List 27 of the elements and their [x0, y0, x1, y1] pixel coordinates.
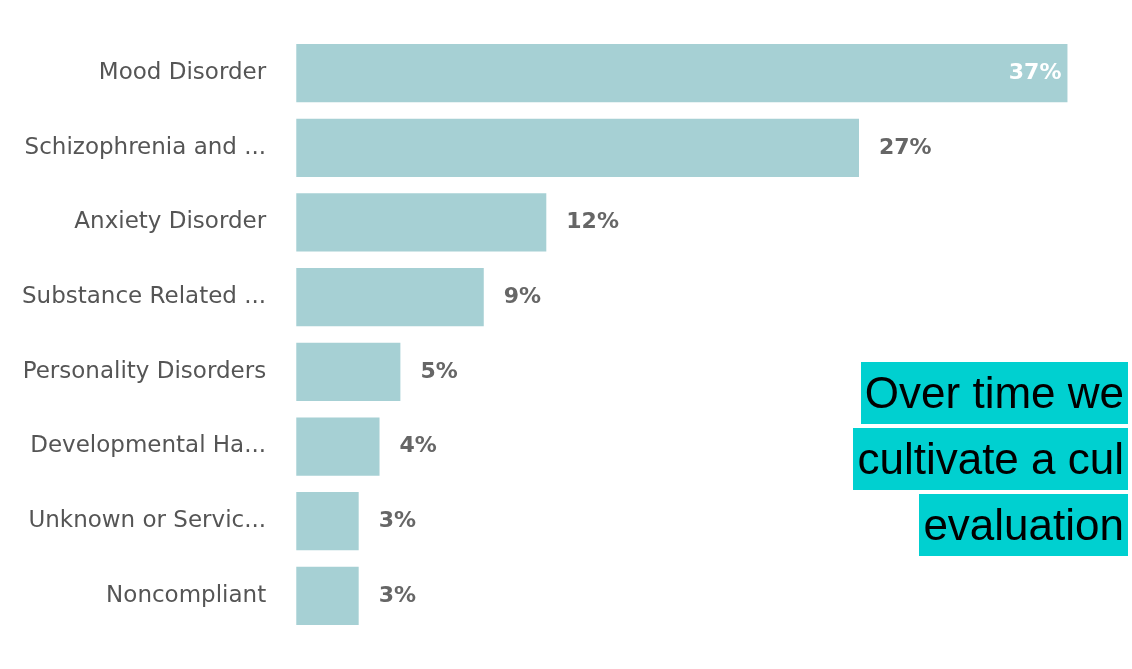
- bar: [296, 492, 359, 551]
- annotation: cultivate a cul: [853, 428, 1128, 490]
- y-tick-label: Mood Disorder: [98, 58, 267, 85]
- data-label: 3%: [378, 506, 417, 532]
- y-tick-label: Unknown or Servic...: [28, 506, 267, 533]
- bar: [296, 118, 859, 177]
- data-label: 5%: [420, 357, 458, 383]
- bar: [296, 268, 484, 327]
- data-label: 12%: [566, 208, 619, 234]
- y-tick-label: Schizophrenia and ...: [24, 132, 267, 159]
- y-tick-label: Developmental Ha...: [30, 431, 267, 458]
- bar: [296, 44, 1068, 103]
- bar: [296, 566, 359, 625]
- data-label: 37%: [1008, 58, 1062, 84]
- bar: [296, 193, 547, 252]
- y-tick-label: Substance Related ...: [21, 282, 267, 309]
- y-tick-label: Anxiety Disorder: [74, 207, 267, 234]
- bar: [296, 342, 401, 401]
- data-label: 9%: [503, 282, 542, 308]
- y-tick-label: Noncompliant: [106, 580, 267, 607]
- annotation: Over time we: [860, 362, 1128, 424]
- bar: [296, 417, 380, 476]
- data-label: 4%: [399, 432, 437, 458]
- data-label: 3%: [378, 581, 417, 607]
- annotation: evaluation: [919, 494, 1128, 556]
- data-label: 27%: [879, 133, 932, 159]
- y-tick-label: Personality Disorders: [22, 356, 267, 383]
